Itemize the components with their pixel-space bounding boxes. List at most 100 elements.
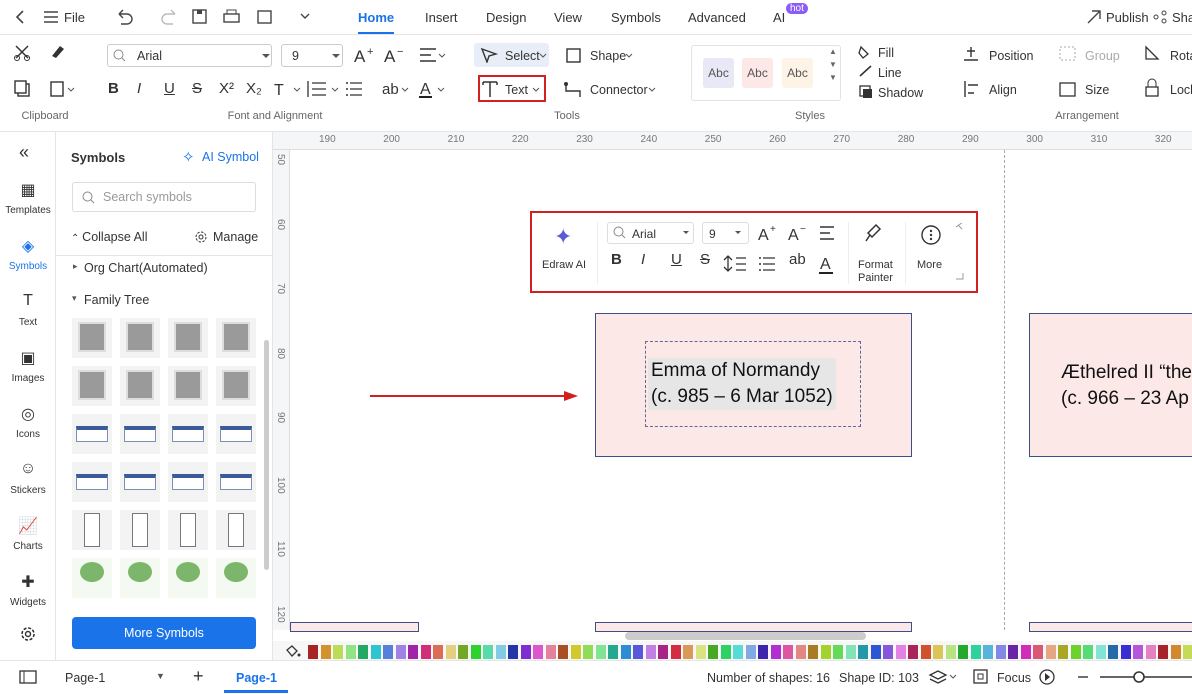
color-swatch[interactable] [933,645,943,659]
sidebar-label[interactable]: Charts [13,541,43,552]
color-swatch[interactable] [1170,645,1181,659]
symbol-thumbnail[interactable] [120,318,160,358]
format-button[interactable]: U [671,251,682,268]
text-box[interactable] [645,341,861,427]
color-swatch[interactable] [845,645,856,659]
ai-symbol-button[interactable]: AI Symbol [202,150,259,164]
fill-line-shadow-icons[interactable] [858,44,938,100]
color-swatch[interactable] [395,645,406,659]
color-swatch[interactable] [570,645,581,659]
color-swatch[interactable] [1108,645,1118,659]
color-swatch[interactable] [895,645,906,659]
color-swatch[interactable] [408,645,418,659]
sidebar-icon[interactable]: ☺ [19,460,37,477]
focus-button[interactable]: Focus [997,671,1032,685]
ribbon-tab[interactable]: Symbols [611,10,661,25]
sidebar-icon[interactable]: ◈ [21,238,35,255]
color-swatch[interactable] [1120,645,1131,659]
color-swatch[interactable] [983,645,993,659]
color-swatch[interactable] [645,645,656,659]
shape-partial[interactable] [290,622,419,632]
symbol-thumbnail[interactable] [168,414,208,454]
symbol-thumbnail[interactable] [120,510,160,550]
color-swatch[interactable] [1158,645,1168,659]
clipboard-icons[interactable] [14,44,78,100]
shape-partial[interactable] [595,622,912,632]
format-painter-button[interactable]: Format Painter [858,259,893,285]
color-swatch[interactable] [495,645,506,659]
color-swatch[interactable] [920,645,931,659]
color-swatch[interactable] [595,645,606,659]
color-swatch[interactable] [770,645,781,659]
color-swatch[interactable] [583,645,593,659]
color-swatch[interactable] [1183,645,1192,659]
fill-tool-icon[interactable] [285,645,301,659]
publish-icon[interactable] [1087,10,1101,24]
share-icon[interactable] [1153,10,1167,24]
h-scrollbar[interactable] [625,632,866,640]
color-swatch[interactable] [883,645,893,659]
color-swatch[interactable] [608,645,618,659]
ribbon-tab[interactable]: View [554,10,582,25]
color-swatch[interactable] [1083,645,1093,659]
sidebar-icon[interactable]: ▣ [20,350,36,367]
color-swatch[interactable] [508,645,518,659]
color-swatch[interactable] [333,645,343,659]
color-swatch[interactable] [558,645,568,659]
more-button[interactable]: More [917,259,943,271]
symbol-thumbnail[interactable] [72,318,112,358]
color-swatch[interactable] [1008,645,1018,659]
expand-arrow[interactable]: ▾ [72,293,77,303]
color-swatch[interactable] [1095,645,1106,659]
file-menu[interactable]: File [64,10,85,25]
active-page-tab[interactable]: Page-1 [236,671,277,685]
shadow-button[interactable]: Shadow [878,86,924,100]
font-tools-icons[interactable]: A + A − [250,46,450,98]
color-swatch[interactable] [345,645,356,659]
color-swatch[interactable] [783,645,793,659]
symbol-thumbnail[interactable] [72,462,112,502]
symbol-thumbnail[interactable] [72,414,112,454]
color-swatch[interactable] [670,645,681,659]
sidebar-icon[interactable]: 📈 [18,518,38,535]
text-button-highlight[interactable] [478,75,546,102]
status-icons[interactable] [928,668,1192,686]
page-selector[interactable]: Page-1 [65,671,106,685]
format-button[interactable]: X² [219,80,234,97]
color-swatch[interactable] [420,645,431,659]
ribbon-tab[interactable]: Insert [425,10,458,25]
sidebar-icon[interactable]: ◎ [21,406,35,423]
style-swatch[interactable]: Abc [703,58,734,88]
ribbon-tab[interactable]: Design [486,10,527,25]
fill-button[interactable]: Fill [878,46,894,60]
color-swatch[interactable] [620,645,631,659]
format-button[interactable]: I [641,251,646,268]
color-swatch[interactable] [708,645,718,659]
color-swatch[interactable] [370,645,381,659]
color-swatch[interactable] [1145,645,1156,659]
symbol-thumbnail[interactable] [216,366,256,406]
symbol-thumbnail[interactable] [216,462,256,502]
publish-button[interactable]: Publish [1106,10,1149,25]
symbol-thumbnail[interactable] [168,462,208,502]
symbol-thumbnail[interactable] [216,510,256,550]
sidebar-icon[interactable]: ▦ [20,182,36,199]
symbol-thumbnail[interactable] [120,414,160,454]
category[interactable]: Org Chart(Automated) [84,261,208,275]
sidebar-label[interactable]: Text [18,317,38,328]
color-swatch[interactable] [870,645,881,659]
sidebar-icon[interactable]: T [23,292,33,309]
color-swatch[interactable] [383,645,393,659]
style-swatch[interactable]: Abc [782,58,813,88]
shape-2[interactable] [1029,313,1192,457]
color-swatch[interactable] [358,645,368,659]
align-button[interactable]: Align [989,83,1017,97]
color-swatch[interactable] [758,645,768,659]
lock-button[interactable]: Lock [1170,83,1192,97]
arrangement-icons[interactable] [962,45,1192,101]
symbol-thumbnail[interactable] [168,318,208,358]
page-dropdown[interactable]: ▼ [156,671,165,681]
color-swatch[interactable] [745,645,756,659]
symbol-thumbnail[interactable] [216,558,256,598]
sidebar-icon[interactable]: ✚ [21,574,35,591]
